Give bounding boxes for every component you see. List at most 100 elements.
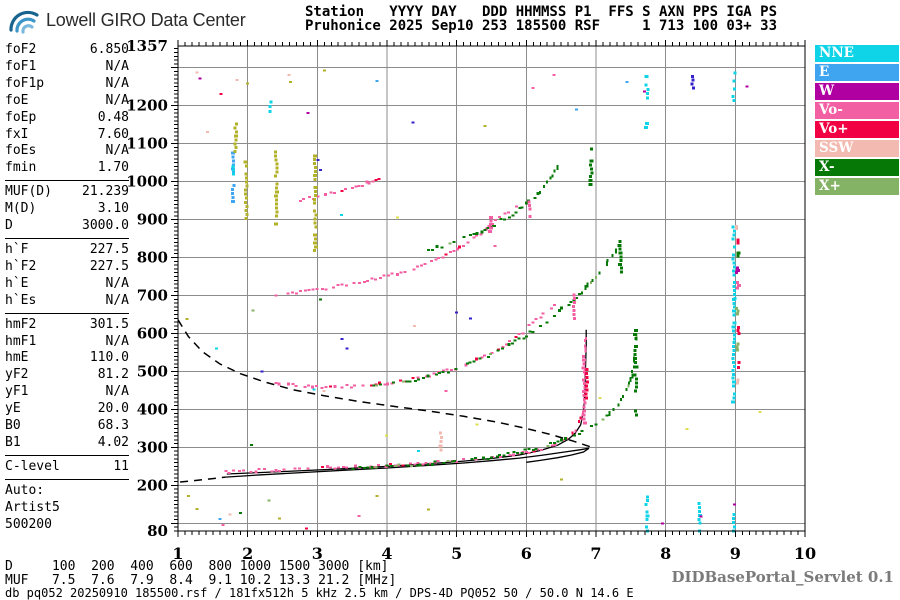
section-divider: [5, 312, 129, 314]
param-value: 6.850: [89, 42, 129, 57]
section-divider: [5, 478, 129, 480]
param-label: MUF(D): [5, 184, 52, 200]
lower-model-return: [526, 447, 590, 463]
param-label: hmE: [5, 350, 29, 366]
legend-item-X+: X+: [815, 178, 899, 195]
svg-text:2: 2: [242, 544, 253, 563]
param-label: h`F: [5, 241, 29, 257]
measurement-info-line: db pq052 20250910 185500.rsf / 181fx512h…: [5, 586, 634, 600]
svg-text:1000: 1000: [126, 173, 168, 191]
svg-text:1100: 1100: [126, 135, 168, 153]
legend-item-Vo-: Vo-: [815, 102, 899, 119]
param-value: 301.5: [89, 316, 129, 332]
svg-text:9: 9: [730, 544, 741, 563]
svg-text:900: 900: [137, 211, 168, 229]
param-value: 0.48: [97, 109, 129, 125]
legend-item-E: E: [815, 64, 899, 81]
param-value: 81.2: [97, 367, 129, 383]
svg-text:800: 800: [137, 249, 168, 267]
param-value: N/A: [105, 143, 129, 159]
param-row-foF1: foF1 N/A: [5, 59, 129, 76]
param-value: 227.5: [89, 241, 129, 257]
param-row-foEs: foEs N/A: [5, 143, 129, 160]
param-value: 3.10: [97, 201, 129, 217]
station-header: Station YYYY DAY DDD HHMMSS P1 FFS S AXN…: [305, 5, 777, 33]
param-row-foEp: foEp 0.48: [5, 110, 129, 127]
param-row-D: D 3000.0: [5, 218, 129, 235]
param-label: hmF1: [5, 333, 37, 349]
axis-ticks: [171, 40, 806, 537]
param-value: 227.5: [89, 258, 129, 274]
auto-scaler-line: Artist5: [5, 499, 60, 515]
auto-scaler-line: 500200: [5, 516, 52, 532]
lower-model-curve: [225, 447, 590, 478]
param-value: N/A: [105, 333, 129, 349]
param-row-fmin: fmin 1.70: [5, 160, 129, 177]
distance-row: D 100 200 400 600 800 1000 1500 3000 [km…: [5, 559, 389, 574]
param-panel: foF2 6.850 foF1 N/A foF1p N/A foE N/A foEp 0.48 fx…: [5, 42, 129, 533]
param-value: 7.60: [97, 126, 129, 142]
y-axis-labels: 1357 1200 1100 1000 900 800 700 600 500 400 300 200…: [126, 37, 168, 540]
svg-text:400: 400: [137, 400, 168, 418]
echo-data-layer: [178, 69, 762, 533]
servlet-version-label: DIDBasePortal_Servlet 0.1: [671, 568, 894, 586]
artist-fit-otrace: [226, 329, 587, 475]
muf-transmission-curve: [178, 319, 593, 449]
app-header: Lowell GIRO Data Center: [8, 6, 246, 34]
auto-scaler-line: Auto:: [5, 482, 45, 498]
param-value: 4.02: [97, 434, 129, 450]
param-label: foEs: [5, 143, 37, 159]
svg-text:3: 3: [312, 544, 323, 563]
param-value: N/A: [105, 58, 129, 74]
param-row-hmF2: hmF2 301.5: [5, 317, 129, 334]
section-divider: [5, 454, 129, 456]
svg-text:600: 600: [137, 325, 168, 343]
station-header-row2: Pruhonice 2025 Sep10 253 185500 RSF 1 71…: [305, 18, 778, 34]
param-label: B1: [5, 434, 21, 450]
svg-text:80: 80: [147, 522, 168, 540]
param-value: 68.3: [97, 418, 129, 434]
station-header-row1: Station YYYY DAY DDD HHMMSS P1 FFS S AXN…: [305, 4, 778, 20]
param-row-B1: B1 4.02: [5, 435, 129, 452]
param-label: foF1: [5, 58, 37, 74]
param-label: C-level: [5, 458, 60, 474]
svg-text:500: 500: [137, 362, 168, 380]
param-value: 3000.0: [82, 218, 129, 234]
param-value: 20.0: [97, 401, 129, 417]
param-row-yE: yE 20.0: [5, 401, 129, 418]
param-value: 1.70: [97, 160, 129, 176]
param-label: foE: [5, 92, 29, 108]
svg-text:700: 700: [137, 287, 168, 305]
param-row-fxI: fxI 7.60: [5, 127, 129, 144]
param-label: foEp: [5, 109, 37, 125]
muf-distance-table: D 100 200 400 600 800 1000 1500 3000 [km…: [5, 560, 396, 587]
svg-text:1200: 1200: [126, 97, 168, 115]
param-row-h`Es: h`Es N/A: [5, 293, 129, 310]
param-value: N/A: [105, 75, 129, 91]
param-row-M(D): M(D) 3.10: [5, 201, 129, 218]
param-row-yF1: yF1 N/A: [5, 384, 129, 401]
fit-extrapolation: [180, 476, 226, 483]
param-label: fxI: [5, 126, 29, 142]
section-divider: [5, 237, 129, 239]
plot-border: [177, 45, 806, 532]
param-row-h`F2: h`F2 227.5: [5, 259, 129, 276]
svg-text:1: 1: [172, 544, 183, 563]
giro-logo-icon: [9, 10, 39, 34]
svg-text:7: 7: [590, 544, 601, 563]
param-label: B0: [5, 418, 21, 434]
param-row-foF1p: foF1p N/A: [5, 76, 129, 93]
param-value: 21.239: [82, 184, 129, 200]
param-row-C-level: C-level 11: [5, 459, 129, 476]
x-axis-labels: 1 2 3 4 5 6 7 8 9 10: [172, 544, 816, 563]
svg-text:8: 8: [660, 544, 671, 563]
param-label: h`Es: [5, 292, 37, 308]
svg-text:300: 300: [137, 438, 168, 456]
svg-text:6: 6: [521, 544, 532, 563]
param-value: 11: [113, 458, 129, 474]
param-label: yE: [5, 401, 21, 417]
legend-item-Vo+: Vo+: [815, 121, 899, 138]
muf-row: MUF 7.5 7.6 7.9 8.4 9.1 10.2 13.3 21.2 […: [5, 572, 397, 588]
